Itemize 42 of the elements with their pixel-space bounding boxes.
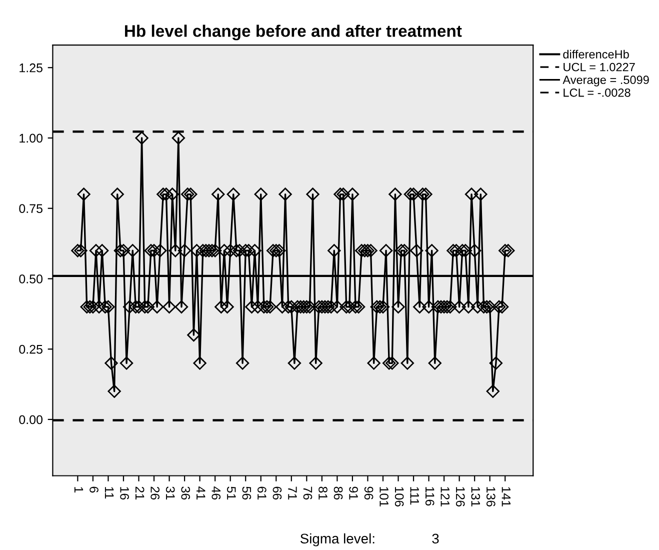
x-tick-label: 61 (258, 486, 266, 500)
legend-label: differenceHb (563, 50, 629, 58)
x-tick-label: 11 (104, 487, 114, 499)
x-tick-label: 31 (166, 486, 175, 500)
x-tick-label: 86 (334, 486, 343, 500)
y-tick-label: 0.75 (19, 204, 42, 214)
x-tick-label: 81 (318, 486, 328, 500)
text: Sigma level: (300, 533, 374, 546)
x-tick-label: 26 (150, 486, 160, 500)
y-tick-label: 0.50 (19, 274, 43, 284)
x-tick-label: 46 (212, 486, 221, 500)
x-tick-label: 141 (502, 487, 510, 506)
x-tick-label: 96 (364, 486, 374, 500)
x-tick-label: 131 (471, 487, 480, 506)
x-tick-label: 36 (181, 486, 190, 500)
legend-label: UCL = 1.0227 (564, 62, 635, 72)
y-tick-label: 1.25 (20, 63, 42, 72)
chart-title: Hb level change before and after treatment (125, 24, 462, 40)
x-tick-label: 16 (120, 487, 129, 500)
y-tick-label: 0.25 (19, 344, 42, 354)
x-tick-label: 101 (380, 487, 388, 506)
x-tick-label: 116 (425, 487, 434, 506)
x-tick-label: 66 (272, 486, 282, 500)
x-tick-label: 136 (486, 487, 496, 506)
y-tick-label: 0.00 (19, 415, 43, 424)
x-tick-label: 91 (349, 486, 358, 500)
x-tick-label: 106 (394, 487, 404, 506)
x-tick-label: 121 (440, 487, 450, 506)
x-tick-label: 1 (74, 487, 84, 493)
legend-label: Average = .5099 (562, 76, 649, 86)
x-tick-label: 71 (288, 486, 297, 500)
x-tick-label: 56 (242, 486, 252, 500)
y-tick-label: 1.00 (20, 134, 43, 143)
x-tick-label: 51 (226, 486, 236, 500)
x-tick-label: 6 (90, 486, 98, 493)
text: 3 (432, 534, 439, 544)
x-tick-label: 111 (410, 487, 419, 505)
x-tick-label: 41 (196, 486, 206, 500)
x-tick-label: 126 (456, 487, 465, 506)
x-tick-label: 76 (303, 486, 312, 500)
x-tick-label: 21 (136, 486, 144, 500)
legend-label: LCL = -.0028 (564, 88, 630, 97)
